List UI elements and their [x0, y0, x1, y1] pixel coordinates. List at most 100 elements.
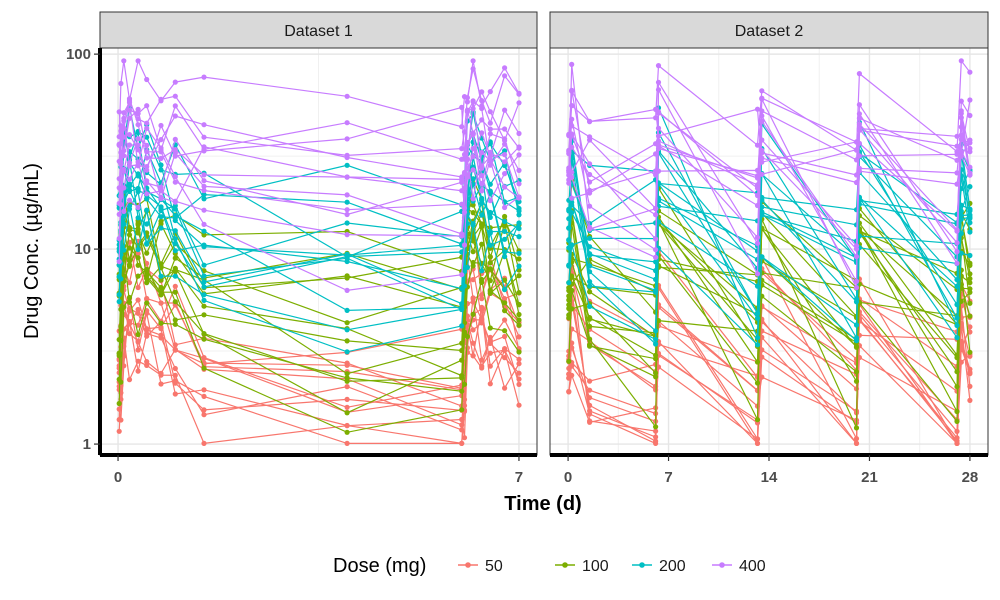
data-point	[344, 232, 350, 238]
data-point	[516, 225, 522, 232]
data-point	[144, 191, 150, 197]
y-tick-label: 100	[66, 46, 91, 63]
data-point	[653, 424, 659, 430]
data-point	[853, 322, 860, 328]
data-point	[502, 317, 508, 323]
data-point	[502, 162, 508, 169]
data-point	[502, 148, 508, 154]
data-point	[135, 173, 141, 179]
data-point	[158, 324, 164, 330]
data-point	[459, 231, 465, 237]
data-point	[118, 379, 124, 385]
data-point	[516, 349, 522, 355]
data-point	[459, 440, 465, 446]
legend-item-400: 400	[712, 558, 766, 575]
data-point	[172, 391, 178, 397]
data-point	[487, 141, 493, 147]
data-point	[759, 347, 765, 353]
data-point	[121, 110, 127, 116]
data-point	[116, 400, 122, 407]
legend-key-point	[465, 562, 471, 568]
data-point	[587, 378, 593, 384]
data-point	[135, 284, 141, 291]
data-point	[135, 204, 141, 211]
data-point	[754, 359, 761, 365]
data-point	[954, 438, 960, 444]
data-point	[459, 388, 465, 394]
data-point	[144, 149, 150, 155]
data-point	[487, 288, 493, 295]
data-point	[853, 440, 860, 446]
data-point	[853, 246, 860, 252]
data-point	[344, 320, 350, 326]
data-point	[587, 315, 593, 321]
data-point	[487, 254, 493, 260]
data-point	[470, 311, 476, 317]
data-point	[126, 203, 133, 209]
data-point	[479, 304, 485, 310]
facet-strip	[99, 11, 538, 49]
data-point	[516, 208, 522, 214]
data-point	[566, 358, 572, 364]
data-point	[201, 440, 207, 446]
data-point	[655, 109, 662, 115]
data-point	[479, 241, 485, 247]
series-line	[118, 189, 520, 266]
data-point	[958, 108, 964, 114]
data-point	[158, 184, 164, 190]
data-point	[566, 297, 572, 303]
data-point	[344, 375, 350, 381]
data-point	[344, 327, 350, 333]
data-point	[158, 149, 164, 155]
data-point	[587, 387, 593, 393]
data-point	[172, 283, 178, 289]
data-point	[754, 175, 761, 181]
data-point	[502, 249, 508, 255]
data-point	[516, 256, 522, 262]
data-point	[344, 251, 350, 257]
data-point	[502, 385, 508, 391]
data-point	[201, 172, 207, 178]
data-point	[587, 263, 593, 269]
data-point	[172, 179, 178, 185]
data-point	[121, 208, 127, 214]
data-point	[754, 440, 761, 446]
data-point	[172, 103, 178, 109]
data-point	[967, 206, 973, 213]
data-point	[487, 189, 493, 195]
data-point	[516, 199, 522, 205]
data-point	[135, 368, 141, 374]
data-point	[158, 155, 164, 161]
data-point	[516, 302, 522, 308]
data-point	[502, 308, 508, 314]
data-point	[470, 58, 476, 64]
series-line	[118, 205, 520, 331]
data-point	[954, 418, 960, 424]
data-point	[344, 273, 350, 279]
data-point	[587, 283, 593, 289]
series-dose-400	[566, 58, 973, 291]
data-point	[344, 384, 350, 390]
data-point	[967, 97, 973, 103]
data-point	[459, 124, 465, 130]
data-point	[201, 387, 207, 393]
data-point	[344, 440, 350, 446]
data-point	[158, 381, 164, 387]
data-point	[344, 207, 350, 213]
data-point	[470, 66, 476, 72]
data-point	[172, 269, 178, 275]
data-point	[479, 292, 485, 298]
data-point	[967, 329, 973, 335]
data-point	[126, 99, 133, 106]
data-point	[566, 237, 572, 243]
data-point	[502, 73, 508, 79]
data-point	[126, 183, 133, 189]
data-point	[502, 236, 508, 242]
data-point	[135, 230, 141, 236]
data-point	[853, 285, 860, 291]
data-point	[653, 374, 659, 380]
data-point	[954, 151, 960, 157]
data-point	[464, 107, 470, 113]
data-point	[201, 192, 207, 198]
data-point	[459, 176, 465, 183]
